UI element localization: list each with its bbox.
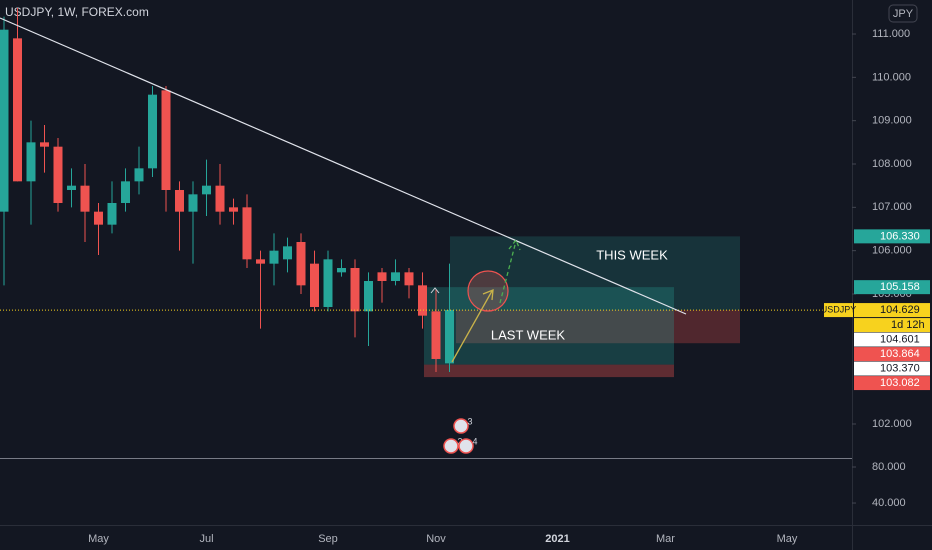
y-tick-label: 102.000 <box>872 418 912 430</box>
price-tag <box>854 229 930 244</box>
candle-body <box>404 272 414 286</box>
y-tick-label: 106.000 <box>872 245 912 257</box>
candle-body <box>269 250 279 264</box>
candle-body <box>242 207 252 260</box>
candle-body <box>229 207 238 212</box>
price-tag-label: 103.864 <box>880 348 920 360</box>
event-badge: 3 <box>467 416 472 426</box>
candle-body <box>337 267 346 273</box>
last-week-stop-box <box>424 364 674 378</box>
price-tag-label: 105.158 <box>880 281 920 293</box>
candle-body <box>107 203 117 225</box>
event-badge: 4 <box>472 436 477 446</box>
candle-body <box>40 142 49 147</box>
y-tick-label: 111.000 <box>872 28 910 40</box>
candle-body <box>296 241 306 286</box>
x-tick-label: 2021 <box>545 533 569 545</box>
last-week-target-box <box>424 287 674 365</box>
highlight-circle <box>467 270 509 312</box>
x-tick-label: May <box>777 533 798 545</box>
event-icon <box>453 418 469 434</box>
chart-title: USDJPY, 1W, FOREX.com <box>5 5 149 19</box>
price-tag-label: 103.082 <box>880 377 920 389</box>
candle-body <box>67 185 76 191</box>
candle-body <box>94 211 103 225</box>
price-tag-label: 106.330 <box>880 230 920 242</box>
countdown-tag <box>854 318 930 333</box>
candle-body <box>283 246 292 260</box>
y-tick-label: 40.000 <box>872 497 906 509</box>
currency-button[interactable] <box>888 4 918 23</box>
this-week-stop-box <box>456 310 740 344</box>
arrow-dashed <box>499 238 521 304</box>
candle-body <box>80 185 90 212</box>
y-tick-label: 109.000 <box>872 115 912 127</box>
candle-body <box>323 259 333 307</box>
arrow <box>451 288 494 363</box>
event-icon <box>458 438 474 454</box>
candle-body <box>202 185 211 195</box>
candle-body <box>215 185 225 212</box>
price-tag <box>854 332 930 347</box>
candle-body <box>13 38 22 182</box>
y-tick-label: 80.000 <box>872 461 906 473</box>
x-tick-label: Mar <box>656 533 675 545</box>
x-tick-label: Jul <box>199 533 213 545</box>
candle-body <box>364 280 373 312</box>
chevron <box>430 287 440 294</box>
candle-body <box>310 263 319 307</box>
candle-body <box>53 146 63 204</box>
price-tag <box>854 347 930 362</box>
candle-body <box>377 272 387 281</box>
candle-body <box>26 142 36 182</box>
countdown-label: 1d 12h <box>891 319 925 331</box>
candle-body <box>134 168 144 182</box>
x-tick-label: May <box>88 533 109 545</box>
price-tag-label: 104.629 <box>880 304 920 316</box>
trend-line <box>0 17 687 315</box>
currency-label[interactable]: JPY <box>893 8 914 20</box>
candle-body <box>0 29 9 212</box>
candle-body <box>445 310 454 364</box>
symbol-label: USDJPY <box>821 304 857 314</box>
annotation: THIS WEEK <box>596 247 668 262</box>
price-tag <box>854 303 930 318</box>
candle-body <box>161 90 171 191</box>
y-tick-label: 108.000 <box>872 158 912 170</box>
candle-body <box>391 272 400 281</box>
x-tick-label: Sep <box>318 533 338 545</box>
candle-body <box>175 190 184 212</box>
annotation: LAST WEEK <box>491 327 566 342</box>
event-icon <box>443 438 459 454</box>
y-tick-label: 107.000 <box>872 201 912 213</box>
price-tag-label: 104.601 <box>880 333 920 345</box>
candle-body <box>121 181 130 204</box>
candle-body <box>256 259 265 264</box>
symbol-tag <box>824 303 853 318</box>
price-tag-label: 103.370 <box>880 362 920 374</box>
candle-body <box>148 94 157 169</box>
price-tag <box>854 376 930 391</box>
candle-body <box>418 285 427 316</box>
candle-body <box>188 194 198 212</box>
candle-body <box>350 267 360 312</box>
candle-body <box>431 311 441 359</box>
price-tag <box>854 280 930 295</box>
price-tag <box>854 361 930 376</box>
y-tick-label: 110.000 <box>872 71 911 83</box>
x-tick-label: Nov <box>426 533 446 545</box>
